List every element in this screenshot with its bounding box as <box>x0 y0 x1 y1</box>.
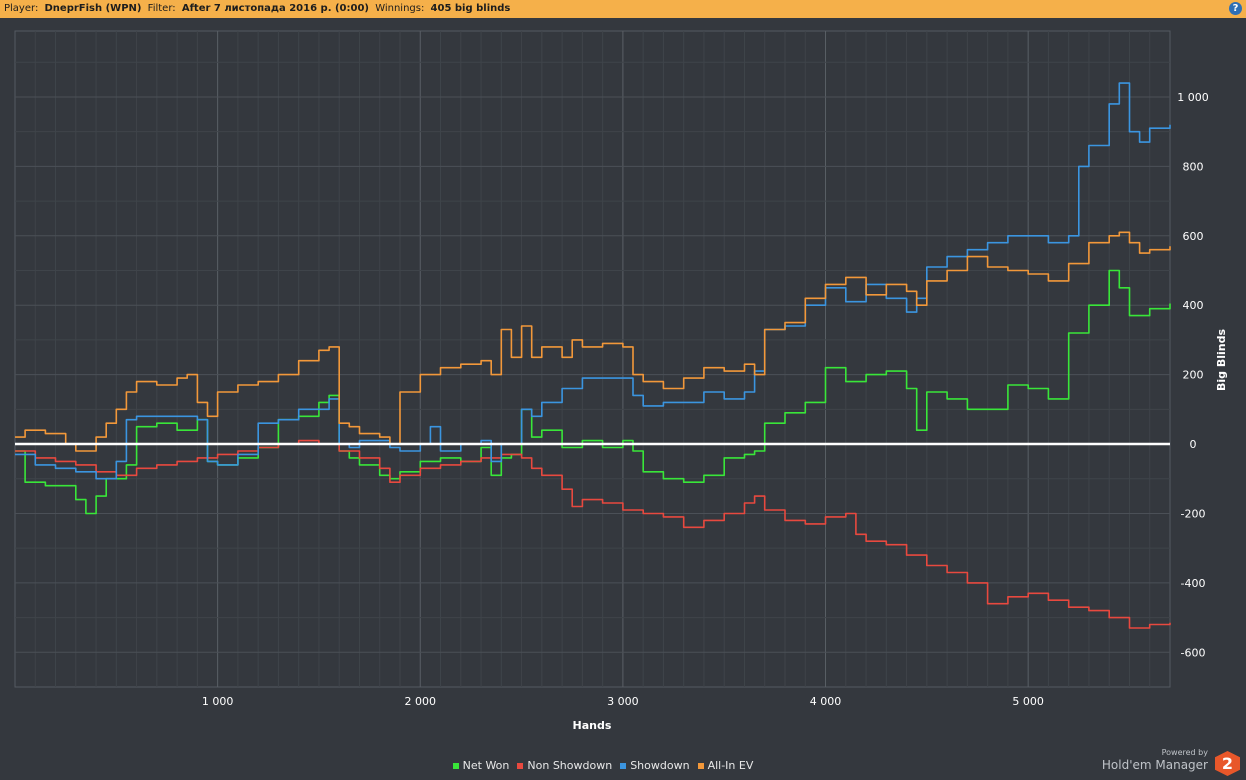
legend-item[interactable]: All-In EV <box>697 759 754 772</box>
player-value: DneprFish (WPN) <box>44 3 142 14</box>
legend-swatch <box>517 763 524 769</box>
winnings-chart: -600 -400 -200 0 200 400 600 800 1 000 1 000 2 00… <box>14 30 1228 732</box>
y-tick-label: 200 <box>1183 369 1204 382</box>
legend-label: Showdown <box>630 759 690 772</box>
filter-label: Filter: <box>147 3 176 14</box>
x-tick-labels: 1 000 2 000 3 000 4 000 5 000 <box>202 695 1044 708</box>
y-tick-label: 800 <box>1183 160 1204 173</box>
x-tick-label: 4 000 <box>810 695 842 708</box>
help-icon[interactable]: ? <box>1229 2 1242 15</box>
y-tick-label: 1 000 <box>1177 91 1209 104</box>
series-line-showdown <box>15 82 1171 480</box>
series-line-net-won <box>15 269 1171 515</box>
x-axis-label: Hands <box>573 719 612 732</box>
legend-item[interactable]: Showdown <box>620 759 690 772</box>
x-tick-label: 3 000 <box>607 695 639 708</box>
winnings-value: 405 big blinds <box>430 3 511 14</box>
brand-name: Hold'em Manager <box>1101 758 1208 772</box>
legend-label: Non Showdown <box>527 759 613 772</box>
series-line-non-showdown <box>15 439 1171 629</box>
y-tick-label: 0 <box>1190 438 1197 451</box>
x-tick-label: 1 000 <box>202 695 234 708</box>
legend-swatch <box>697 763 704 769</box>
filter-value: After 7 листопада 2016 р. (0:00) <box>181 3 369 14</box>
plot-area <box>14 30 1171 688</box>
title-bar: Player: DneprFish (WPN) Filter: After 7 … <box>0 0 1246 18</box>
brand-block: Powered by Hold'em Manager <box>1102 748 1208 772</box>
grid-lines <box>15 31 1170 687</box>
y-tick-label: 400 <box>1183 299 1204 312</box>
legend-item[interactable]: Non Showdown <box>517 759 612 772</box>
legend-item[interactable]: Net Won <box>452 759 510 772</box>
y-tick-label: -400 <box>1181 577 1206 590</box>
legend-swatch <box>452 763 459 769</box>
y-tick-label: -600 <box>1181 646 1206 659</box>
x-tick-label: 2 000 <box>405 695 437 708</box>
y-tick-labels: -600 -400 -200 0 200 400 600 800 1 000 <box>1177 91 1209 659</box>
y-tick-label: -200 <box>1181 507 1206 520</box>
player-label: Player: <box>4 3 39 14</box>
legend: Net Won Non Showdown Showdown All-In EV <box>0 759 1206 772</box>
y-axis-label: Big Blinds <box>1215 329 1228 391</box>
y-tick-label: 600 <box>1183 230 1204 243</box>
legend-label: All-In EV <box>707 759 754 772</box>
legend-label: Net Won <box>462 759 510 772</box>
series-lines <box>15 82 1171 629</box>
powered-by-text: Powered by <box>1161 748 1208 757</box>
brand-logo-icon: 2 <box>1215 751 1240 776</box>
x-tick-label: 5 000 <box>1012 695 1044 708</box>
series-line-all-in-ev <box>15 231 1171 452</box>
winnings-label: Winnings: <box>375 3 425 14</box>
legend-swatch <box>620 763 627 769</box>
